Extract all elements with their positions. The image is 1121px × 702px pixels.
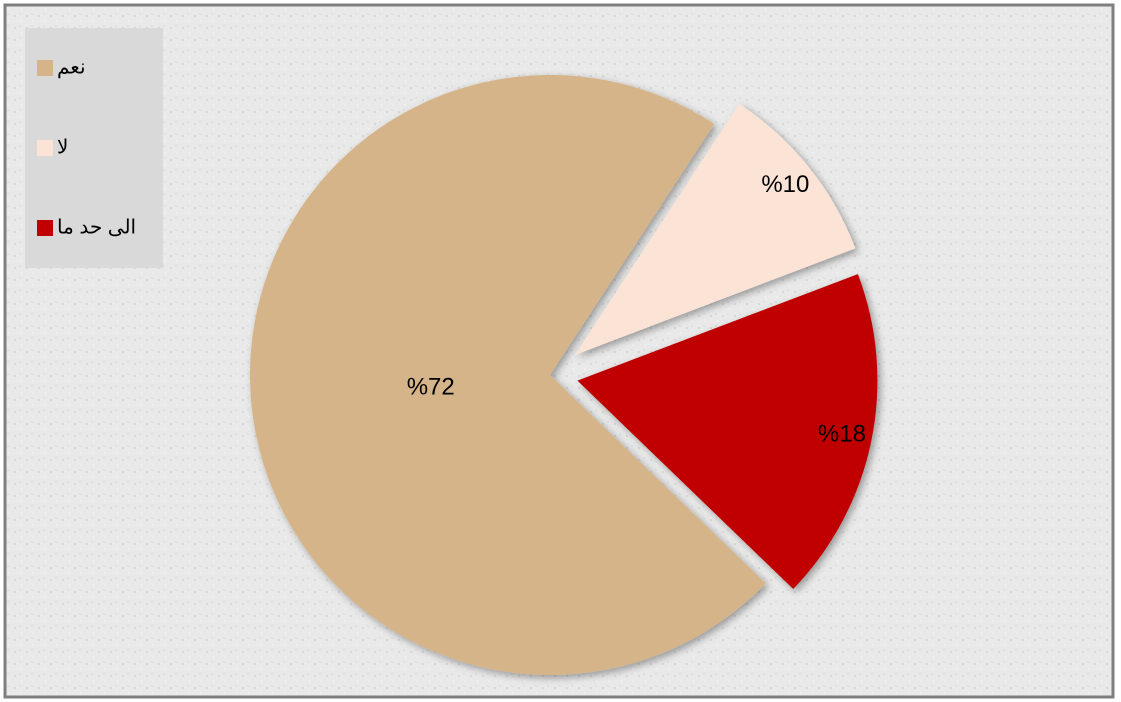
chart: %72 %10 %18 نعم لا الى حد ما [0, 0, 1121, 702]
data-label: %10 [761, 171, 809, 198]
legend-label: الى حد ما [57, 216, 136, 238]
legend-swatch [37, 140, 53, 156]
legend-swatch [37, 220, 53, 236]
data-label: %18 [818, 420, 866, 447]
legend-label: لا [57, 136, 68, 158]
data-label: %72 [407, 374, 455, 401]
legend-label: نعم [57, 56, 86, 78]
legend-swatch [37, 60, 53, 76]
